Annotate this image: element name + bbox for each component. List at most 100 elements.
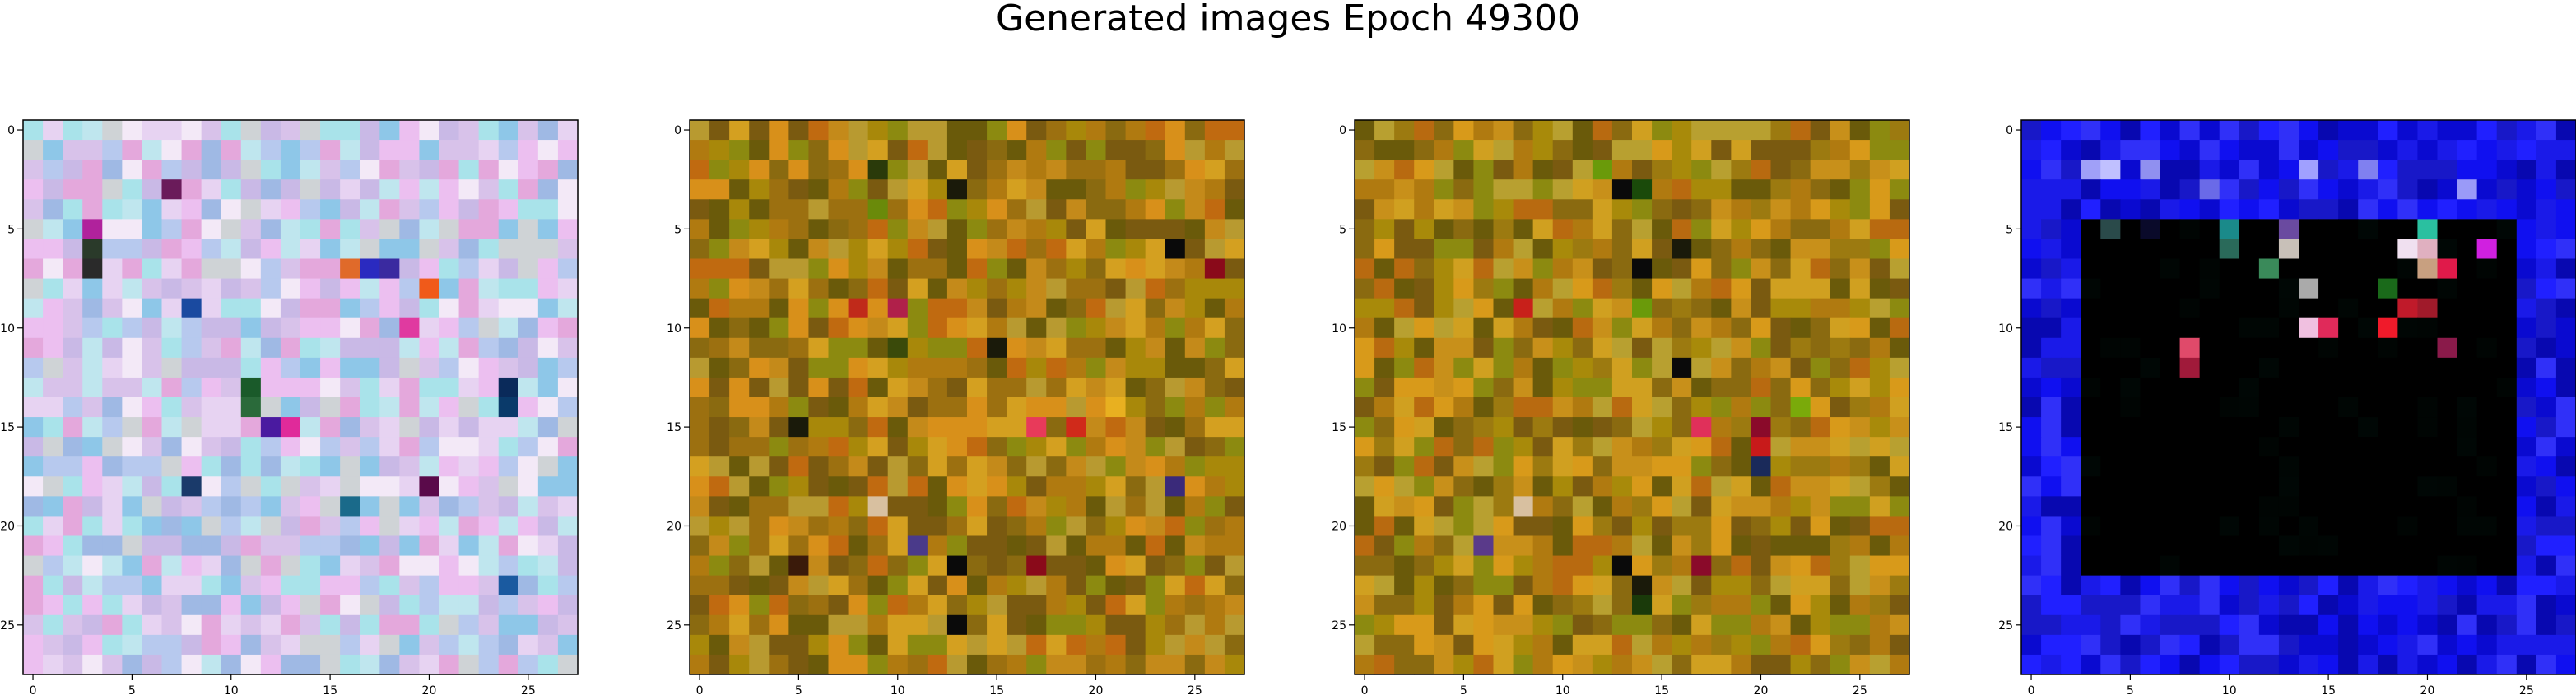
pixel-cell — [1086, 496, 1107, 517]
pixel-cell — [1224, 595, 1245, 616]
pixel-cell — [1532, 337, 1554, 359]
pixel-cell — [729, 397, 750, 418]
pixel-cell — [161, 397, 183, 418]
pixel-cell — [1672, 437, 1692, 457]
pixel-cell — [1473, 456, 1495, 477]
pixel-cell — [557, 377, 579, 398]
pixel-cell — [2457, 614, 2478, 636]
pixel-cell — [1066, 337, 1087, 359]
pixel-cell — [1105, 614, 1127, 636]
pixel-cell — [2378, 317, 2398, 339]
pixel-cell — [1374, 337, 1395, 359]
pixel-cell — [749, 575, 770, 596]
pixel-cell — [1532, 476, 1554, 497]
pixel-cell — [927, 397, 948, 418]
pixel-cell — [1532, 654, 1554, 675]
pixel-cell — [2021, 258, 2042, 280]
pixel-cell — [709, 654, 730, 675]
pixel-cell — [1532, 634, 1554, 656]
pixel-cell — [1770, 476, 1792, 497]
pixel-cell — [518, 614, 539, 636]
pixel-cell — [2516, 258, 2537, 280]
pixel-cell — [2417, 634, 2439, 656]
pixel-cell — [808, 160, 830, 180]
pixel-cell — [1552, 516, 1574, 537]
pixel-cell — [2318, 317, 2339, 339]
pixel-cell — [82, 654, 103, 675]
pixel-cell — [82, 317, 103, 339]
pixel-cell — [2397, 555, 2419, 577]
pixel-cell — [2338, 179, 2359, 200]
pixel-cell — [1869, 239, 1890, 260]
pixel-cell — [2021, 575, 2042, 596]
pixel-cell — [887, 298, 909, 319]
pixel-cell — [63, 140, 83, 160]
pixel-cell — [1652, 496, 1672, 517]
pixel-cell — [1770, 437, 1792, 457]
pixel-cell — [1026, 575, 1047, 596]
pixel-cell — [1770, 377, 1792, 398]
pixel-cell — [1869, 476, 1890, 497]
pixel-cell — [1066, 239, 1087, 260]
pixel-cell — [1493, 535, 1514, 557]
pixel-cell — [240, 239, 262, 260]
pixel-cell — [2536, 555, 2557, 577]
pixel-cell — [1652, 397, 1672, 418]
pixel-cell — [690, 298, 710, 319]
pixel-cell — [2081, 555, 2101, 577]
pixel-cell — [1007, 357, 1027, 378]
pixel-cell — [1611, 239, 1633, 260]
pixel-cell — [1224, 575, 1245, 596]
pixel-cell — [690, 614, 710, 636]
pixel-cell — [2536, 337, 2557, 359]
pixel-cell — [1691, 298, 1712, 319]
pixel-cell — [1830, 219, 1851, 240]
pixel-cell — [927, 614, 948, 636]
pixel-cell — [1849, 634, 1871, 656]
pixel-cell — [1751, 456, 1772, 477]
pixel-cell — [240, 535, 262, 557]
pixel-cell — [1810, 456, 1831, 477]
pixel-cell — [967, 496, 988, 517]
pixel-cell — [1611, 179, 1633, 200]
pixel-cell — [2258, 417, 2280, 438]
pixel-cell — [201, 239, 222, 260]
pixel-cell — [1632, 535, 1653, 557]
pixel-cell — [23, 654, 44, 675]
pixel-cell — [2378, 397, 2398, 418]
pixel-cell — [1224, 179, 1245, 200]
pixel-cell — [1046, 614, 1067, 636]
pixel-cell — [749, 377, 770, 398]
pixel-cell — [320, 317, 341, 339]
pixel-cell — [240, 516, 262, 537]
pixel-cell — [2021, 120, 2042, 141]
pixel-cell — [1611, 496, 1633, 517]
pixel-cell — [63, 614, 83, 636]
pixel-cell — [1007, 555, 1027, 577]
pixel-cell — [2160, 516, 2181, 537]
pixel-cell — [1572, 437, 1593, 457]
pixel-cell — [1810, 555, 1831, 577]
pixel-cell — [1513, 456, 1534, 477]
pixel-cell — [1830, 535, 1851, 557]
pixel-cell — [1394, 337, 1415, 359]
pixel-cell — [1849, 575, 1871, 596]
pixel-cell — [987, 634, 1007, 656]
pixel-cell — [221, 417, 242, 438]
pixel-cell — [1572, 516, 1593, 537]
pixel-cell — [2219, 437, 2240, 457]
pixel-cell — [2457, 160, 2478, 180]
pixel-cell — [419, 595, 440, 616]
pixel-cell — [2199, 535, 2220, 557]
pixel-cell — [1889, 377, 1910, 398]
pixel-cell — [1632, 377, 1653, 398]
pixel-cell — [1184, 317, 1206, 339]
pixel-cell — [2041, 179, 2062, 200]
pixel-cell — [1493, 614, 1514, 636]
pixel-cell — [1026, 337, 1047, 359]
pixel-cell — [2081, 258, 2101, 280]
pixel-cell — [399, 555, 421, 577]
pixel-cell — [1125, 516, 1146, 537]
pixel-cell — [2555, 516, 2576, 537]
pixel-cell — [300, 595, 321, 616]
